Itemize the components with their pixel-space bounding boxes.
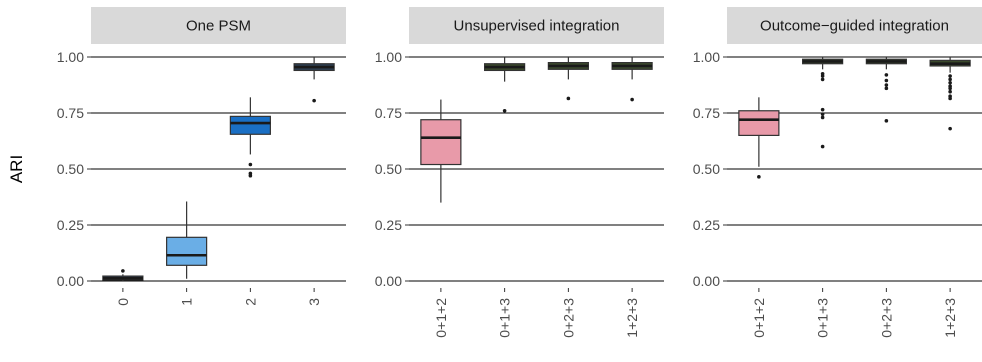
outlier-point <box>884 78 889 83</box>
y-tick-label: 0.50 <box>693 161 720 177</box>
y-tick-label: 0.75 <box>57 105 84 121</box>
outlier-point <box>884 86 889 91</box>
outlier-point <box>820 77 825 82</box>
x-tick-label: 1 <box>179 298 195 306</box>
panel-strip <box>91 7 346 44</box>
panel-2: Unsupervised integration 0.00 0.25 0.50 0.75… <box>375 7 664 338</box>
y-tick-label: 0.75 <box>693 105 720 121</box>
x-tick-label: 0+1+2 <box>751 298 767 338</box>
box-1+2+3 <box>611 57 653 102</box>
y-tick-label: 0.00 <box>375 273 402 289</box>
x-tick-label: 1+2+3 <box>624 298 640 338</box>
outlier-point <box>820 115 825 120</box>
y-tick-label: 0.50 <box>375 161 402 177</box>
box-0+1+3 <box>484 57 526 113</box>
outlier-point <box>948 86 952 91</box>
box-0+2+3 <box>547 57 589 101</box>
box-body <box>229 115 271 135</box>
outlier-point <box>820 144 825 149</box>
outlier-point <box>312 98 316 103</box>
panel-strip <box>409 7 664 44</box>
y-tick-label: 0.00 <box>693 273 720 289</box>
panels: One PSM 0.00 0.25 0.50 0.75 1.00 0 1 2 3 Unsupervi… <box>57 7 982 338</box>
outlier-point <box>630 97 634 102</box>
y-tick-label: 0.75 <box>375 105 402 121</box>
outlier-point <box>948 80 952 85</box>
box-body <box>420 119 462 166</box>
panel-title: One PSM <box>186 18 251 35</box>
box-1 <box>166 201 208 279</box>
panel-title: Unsupervised integration <box>454 18 620 35</box>
y-tick-label: 0.25 <box>375 217 402 233</box>
x-tick-label: 3 <box>306 298 322 306</box>
outlier-point <box>948 126 952 131</box>
y-tick-label: 0.00 <box>57 273 84 289</box>
box-body <box>166 236 208 266</box>
outlier-point <box>248 162 253 167</box>
y-axis-title: ARI <box>7 155 26 183</box>
outlier-point <box>948 74 952 78</box>
box-2 <box>229 97 271 178</box>
y-tick-label: 1.00 <box>57 49 84 65</box>
panel-strip <box>727 7 982 44</box>
outlier-point <box>820 107 825 112</box>
y-tick-label: 1.00 <box>693 49 720 65</box>
outlier-point <box>948 89 952 94</box>
x-tick-label: 0+1+2 <box>433 298 449 338</box>
box-0+1+2 <box>420 99 462 203</box>
box-0+2+3 <box>865 57 907 123</box>
outlier-point <box>566 96 571 101</box>
box-0 <box>102 269 144 281</box>
x-tick-label: 1+2+3 <box>942 298 958 338</box>
outlier-point <box>948 77 952 82</box>
x-tick-label: 0+1+3 <box>497 298 513 338</box>
outlier-point <box>884 73 889 77</box>
outlier-point <box>248 173 253 178</box>
box-0+1+3 <box>802 57 844 149</box>
outlier-point <box>820 112 825 116</box>
outlier-point <box>502 108 507 113</box>
box-body <box>738 110 780 137</box>
outlier-point <box>884 119 889 123</box>
box-0+1+2 <box>738 97 780 179</box>
x-tick-label: 0+2+3 <box>878 298 894 338</box>
box-3 <box>293 57 335 103</box>
outlier-point <box>121 269 125 273</box>
panel-1: One PSM 0.00 0.25 0.50 0.75 1.00 0 1 2 3 <box>57 7 346 306</box>
x-tick-label: 0 <box>115 298 131 306</box>
outlier-point <box>948 96 952 101</box>
panel-title: Outcome−guided integration <box>760 18 949 35</box>
outlier-point <box>884 83 889 87</box>
x-tick-label: 2 <box>242 298 258 306</box>
y-tick-label: 0.25 <box>693 217 720 233</box>
y-tick-label: 0.25 <box>57 217 84 233</box>
outlier-point <box>757 175 761 179</box>
y-tick-label: 1.00 <box>375 49 402 65</box>
outlier-point <box>820 74 825 78</box>
box-1+2+3 <box>929 57 971 131</box>
y-tick-label: 0.50 <box>57 161 84 177</box>
x-tick-label: 0+1+3 <box>815 298 831 338</box>
x-tick-label: 0+2+3 <box>560 298 576 338</box>
panel-3: Outcome−guided integration 0.00 0.25 0.50 0.… <box>693 7 982 338</box>
